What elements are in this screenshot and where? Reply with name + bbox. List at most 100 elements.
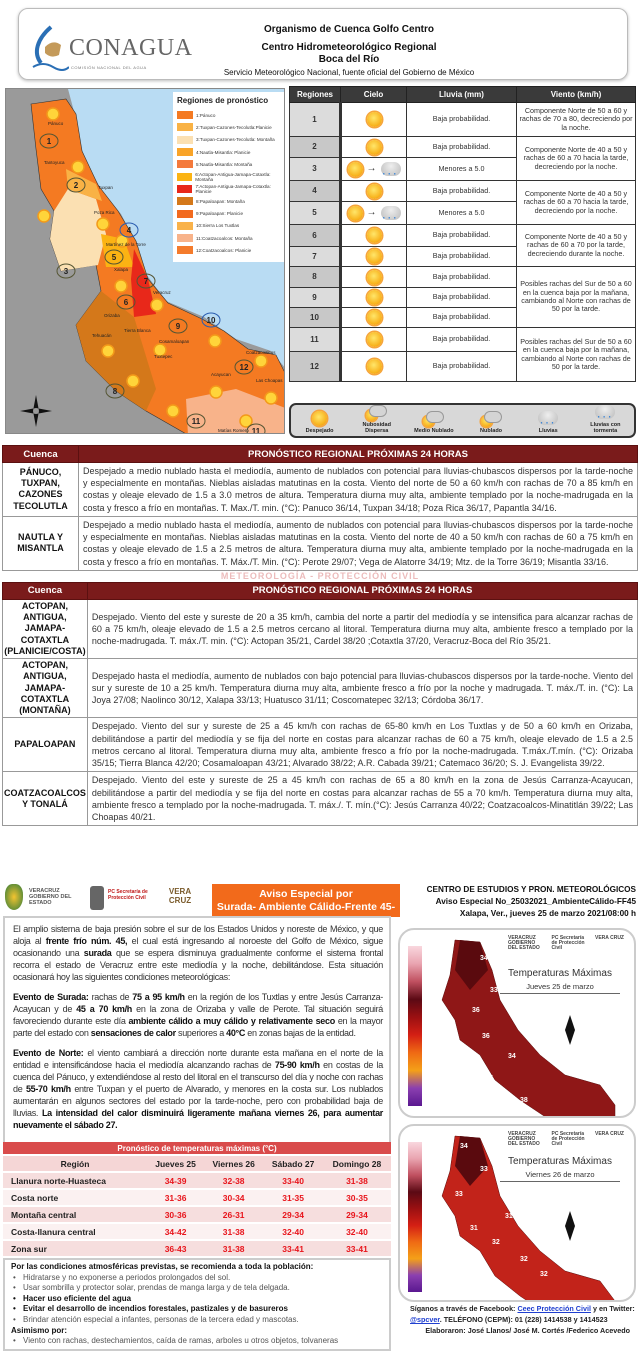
region-number: 6 xyxy=(124,298,129,307)
legend-swatch xyxy=(177,148,193,157)
sky-legend-label: Nubosidad Dispersa xyxy=(362,422,391,434)
temperature-value: 36 xyxy=(482,1033,490,1040)
veracruz-shield-icon xyxy=(5,884,23,910)
rain-cell: Menores a 5.0 xyxy=(406,157,517,181)
highlight-text: 55-70 km/h xyxy=(25,1084,71,1094)
cuenca-forecasts: Cuenca PRONÓSTICO REGIONAL PRÓXIMAS 24 HO… xyxy=(2,445,639,827)
temp-range: 30-35 xyxy=(322,1189,391,1207)
sun-icon xyxy=(101,344,115,358)
text-segment: entre Tuxpan y el puerto de Alvarado, y … xyxy=(13,1084,384,1118)
highlight-text: 45 a 70 km/h xyxy=(76,1004,132,1014)
logo-mini: VERA CRUZ xyxy=(595,1131,624,1137)
sky-legend: Despejado Nubosidad Dispersa Medio Nublado… xyxy=(289,403,636,438)
sky-legend-label: Lluvias con tormenta xyxy=(590,422,621,434)
region-marker xyxy=(116,294,136,310)
pc-shield-icon xyxy=(90,886,104,910)
sky-cell xyxy=(340,307,407,328)
region-number: 12 xyxy=(240,363,249,372)
rain-cell: Baja probabilidad. xyxy=(406,327,517,352)
aviso-paragraph: Evento de Norte: el viento cambiará a di… xyxy=(13,1047,383,1131)
temp-range: 31-38 xyxy=(204,1223,264,1241)
legend-label: 6:Actopan-Antigua-Jamapa-Cotaxtla: Monta… xyxy=(195,171,271,182)
rain-cell: Baja probabilidad. xyxy=(406,224,517,247)
recommendation-item: Usar sombrilla y protector solar, prenda… xyxy=(11,1283,383,1294)
temp-range: 30-36 xyxy=(147,1206,205,1224)
storm-icon xyxy=(579,405,631,422)
rain-cloud-icon xyxy=(595,405,616,422)
aviso-center-info: CENTRO DE ESTUDIOS Y PRON. METEOROLÓGICO… xyxy=(400,884,636,920)
region-marker xyxy=(66,177,86,193)
temp-range: 36-43 xyxy=(147,1240,205,1258)
city-label: Coatzacoalcos xyxy=(246,350,276,355)
region-number-cell: 4 xyxy=(289,180,342,202)
map-logos: VERACRUZ GOBIERNO DEL ESTADO PC Secretarí… xyxy=(508,1132,633,1147)
temperature-value: 33 xyxy=(490,987,498,994)
also-title: Asimismo por: xyxy=(11,1325,68,1335)
col-viento: Viento (km/h) xyxy=(516,86,636,103)
text-segment: el viento cambiará a dirección norte dur… xyxy=(13,1048,384,1070)
text-segment: el cual está ingresando al noroeste del … xyxy=(13,936,383,958)
highlight-text: Evento de Surada: xyxy=(13,992,89,1002)
region-marker xyxy=(186,413,206,429)
region-number-cell: 12 xyxy=(289,351,342,382)
legend-swatch xyxy=(177,221,193,230)
cuenca-name: NAUTLA Y MISANTLA xyxy=(2,515,79,571)
sky-legend-item: Nublado xyxy=(465,411,517,434)
temperature-value: 31 xyxy=(470,1225,478,1232)
legend-label: 11:Coatzacoalcos: Montaña xyxy=(196,235,253,241)
facebook-prefix: Síganos a través de Facebook: xyxy=(410,1304,516,1313)
temp-range: 29-34 xyxy=(263,1206,323,1224)
conagua-logo: CONAGUA COMISIÓN NACIONAL DEL AGUA xyxy=(29,19,192,74)
cloud-icon xyxy=(369,405,388,417)
veracruz-state-heatmap xyxy=(441,939,616,1116)
city-label: Poza Rica xyxy=(94,210,115,215)
wind-cell: Posibles rachas del Sur de 50 a 60 en la… xyxy=(516,266,636,328)
facebook-link[interactable]: Ceec Protección Civil xyxy=(517,1304,591,1313)
map-legend: Regiones de pronóstico 1:Pánuco 2:Tuxpan-… xyxy=(173,92,284,262)
aviso-especial-banner: Aviso Especial por Surada- Ambiente Cáli… xyxy=(212,884,400,926)
sky-legend-item: Lluvias xyxy=(522,411,574,434)
header-row: Cuenca PRONÓSTICO REGIONAL PRÓXIMAS 24 HO… xyxy=(2,445,638,463)
cuenca-forecast: Despejado hasta el mediodía, aumento de … xyxy=(86,658,639,719)
legend-label: 2:Tuxpan-Cazones-Tecolutla:Planicie xyxy=(196,124,272,130)
authors: Elaboraron: José Llanos/ José M. Cortés … xyxy=(425,1326,630,1335)
sky-cell: → xyxy=(340,157,407,181)
phone-text: . TELÉFONO (CEPM): 01 (228) 1414538 y 14… xyxy=(439,1315,608,1324)
logo-mini: VERACRUZ GOBIERNO DEL ESTADO xyxy=(508,1131,540,1147)
sky-legend-label: Lluvias xyxy=(538,428,558,434)
sky-cell: → xyxy=(340,201,407,225)
table-row: Costa norte 31-36 30-34 31-35 30-35 xyxy=(3,1189,391,1207)
rain-cell: Baja probabilidad. xyxy=(406,136,517,158)
col-pronostico: PRONÓSTICO REGIONAL PRÓXIMAS 24 HORAS xyxy=(86,581,639,600)
region-number: 3 xyxy=(64,267,69,276)
table-row: 4 Baja probabilidad. Componente Norte de 4… xyxy=(289,180,636,225)
temp-range: 29-34 xyxy=(322,1206,391,1224)
sky-cell xyxy=(340,327,407,352)
region-number-cell: 1 xyxy=(289,102,342,137)
cuenca-forecast-table-north: Cuenca PRONÓSTICO REGIONAL PRÓXIMAS 24 HO… xyxy=(2,445,638,571)
forecast-regions-map: 1 2 3 4 5 6 7 8 9 10 11 12 11 Pánuco Tantoyuca Tuxpan Po… xyxy=(5,88,285,434)
cloudy-icon xyxy=(465,411,517,428)
city-label: Veracruz xyxy=(153,290,172,295)
city-label: Tuxpan xyxy=(98,185,113,190)
text-segment: en zonas bajas de la entidad. xyxy=(245,1028,356,1038)
table-row: Zona sur 36-43 31-38 33-41 33-41 xyxy=(3,1240,391,1258)
veracruz-state-heatmap xyxy=(441,1135,615,1300)
watermark: METEOROLOGÍA - PROTECCIÓN CIVIL xyxy=(220,570,420,581)
temp-range: 31-38 xyxy=(322,1172,391,1190)
sun-icon xyxy=(153,343,167,357)
wind-cell: Componente Norte de 50 a 60 y rachas de … xyxy=(516,102,636,137)
sun-icon xyxy=(126,374,140,388)
region-number-cell: 10 xyxy=(289,307,342,328)
table-row: Costa-llanura central 34-42 31-38 32-40 32-4… xyxy=(3,1223,391,1241)
aviso-date: Xalapa, Ver., jueves 25 de marzo 2021/08… xyxy=(459,909,636,918)
table-row: PAPALOAPAN Despejado. Viento del sur y su… xyxy=(2,717,639,773)
table-row: 11 Baja probabilidad. Posibles rachas del … xyxy=(289,327,636,382)
twitter-link[interactable]: @spcver xyxy=(410,1315,440,1324)
sun-icon xyxy=(96,217,110,231)
region-number: 5 xyxy=(112,253,117,262)
temperature-map-svg: 34 33 33 31 31 32 32 32 xyxy=(441,1135,615,1300)
region-number-cell: 2 xyxy=(289,136,342,158)
legend-swatch xyxy=(177,246,193,255)
temp-range: 33-41 xyxy=(263,1240,323,1258)
